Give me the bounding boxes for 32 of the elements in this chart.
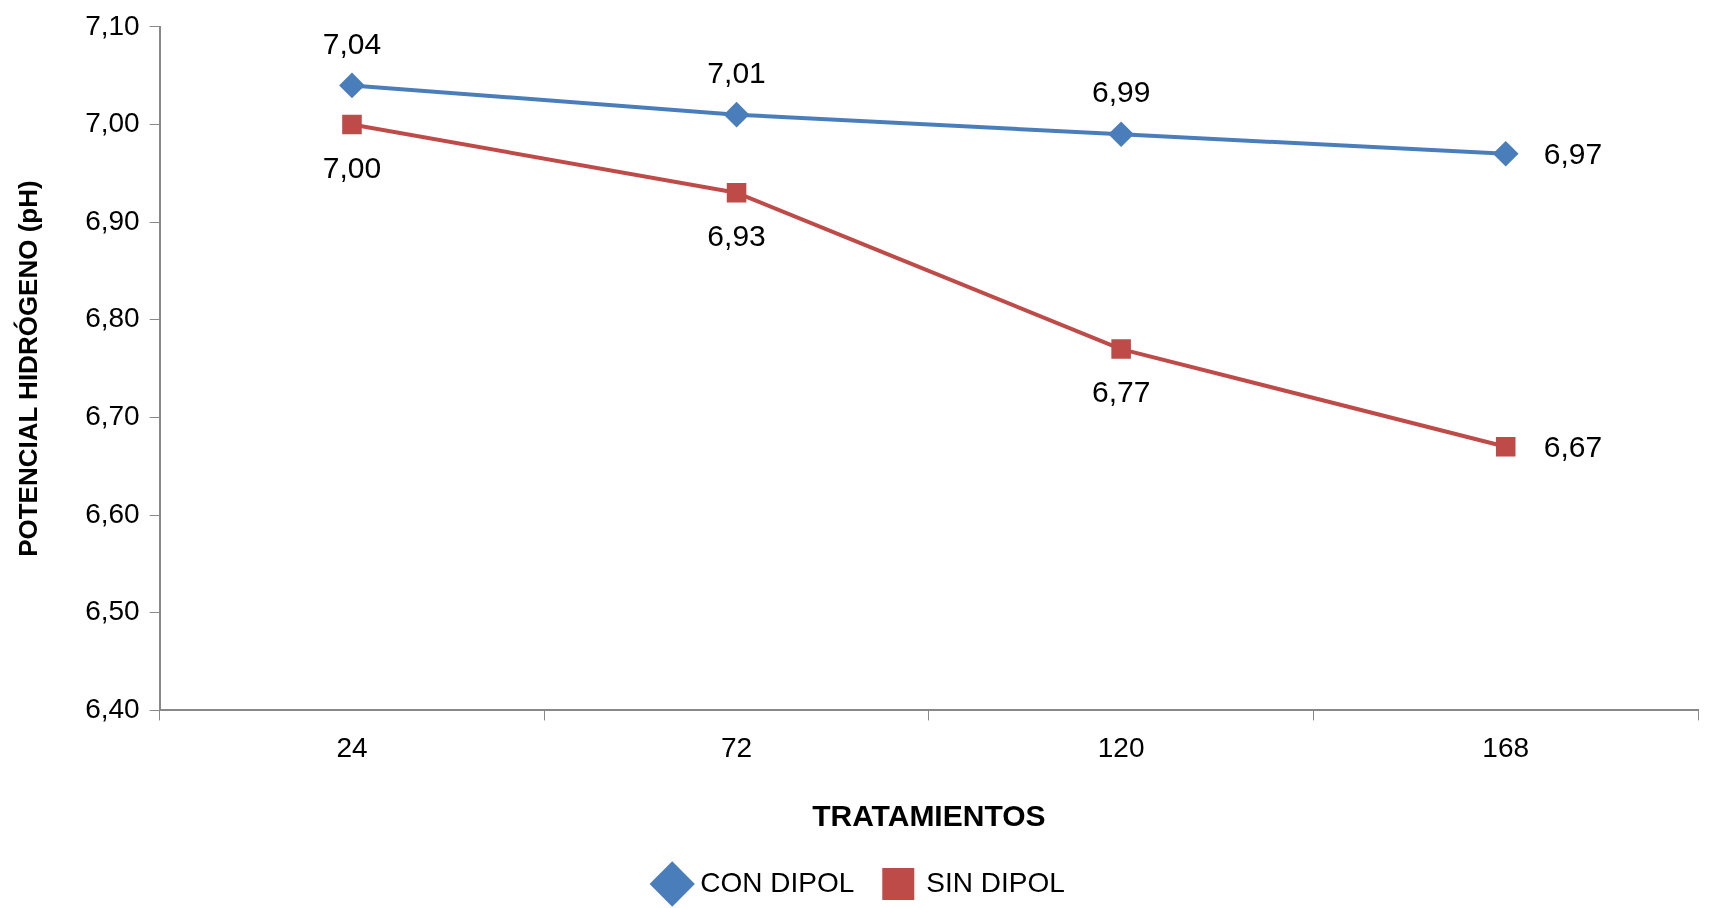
y-tick-label: 6,70 — [85, 400, 140, 432]
data-label: 7,01 — [707, 55, 766, 89]
legend-label: CON DIPOL — [700, 866, 855, 898]
data-label: 7,00 — [322, 150, 382, 184]
data-label: 6,97 — [1543, 137, 1603, 171]
y-tick-label: 7,10 — [85, 9, 140, 41]
y-tick-label: 6,80 — [85, 302, 140, 334]
data-label: 6,99 — [1091, 75, 1151, 109]
point — [339, 73, 364, 98]
point — [726, 183, 747, 203]
y-tick-label: 6,90 — [85, 204, 140, 236]
point — [1111, 339, 1131, 359]
point — [1493, 141, 1518, 166]
data-label: 6,93 — [707, 219, 766, 253]
legend-label: SIN DIPOL — [926, 866, 1065, 898]
data-label: 7,04 — [322, 26, 382, 60]
point — [342, 114, 362, 135]
y-axis-title: POTENCIAL HIDRÓGENO (pH) — [12, 180, 43, 557]
data-label: 6,67 — [1543, 429, 1603, 463]
x-tick-label: 72 — [720, 731, 753, 763]
point — [1495, 436, 1516, 457]
y-tick-label: 6,50 — [85, 595, 140, 627]
x-tick-label: 120 — [1097, 731, 1145, 763]
y-tick-label: 6,40 — [85, 693, 140, 725]
point — [1109, 122, 1134, 147]
data-label: 6,77 — [1091, 375, 1151, 409]
x-axis-title: TRATAMIENTOS — [812, 799, 1046, 833]
x-tick-label: 168 — [1482, 731, 1530, 763]
y-tick-label: 6,60 — [85, 497, 140, 529]
point — [724, 102, 749, 127]
x-tick-label: 24 — [336, 731, 368, 763]
y-tick-label: 7,00 — [85, 107, 140, 139]
